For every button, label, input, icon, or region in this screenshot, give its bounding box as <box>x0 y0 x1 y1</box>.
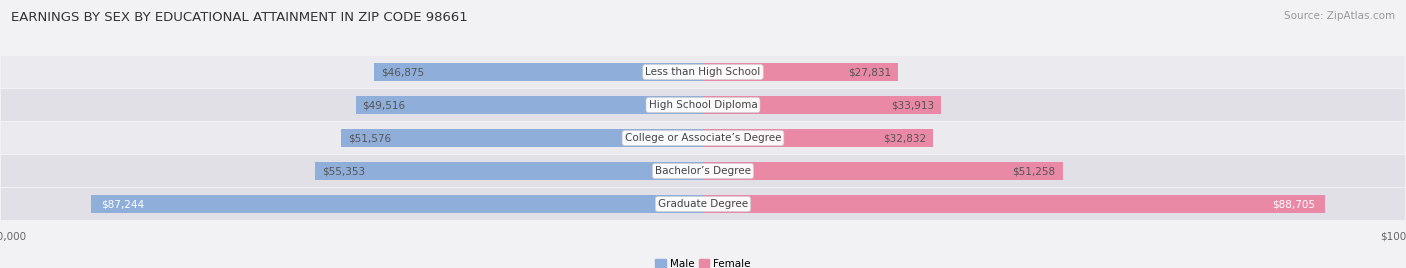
Bar <box>703 129 934 147</box>
Bar <box>1 122 1405 154</box>
Bar <box>703 162 1063 180</box>
Bar <box>1 155 1405 187</box>
Bar <box>703 63 898 81</box>
Text: $88,705: $88,705 <box>1272 199 1315 209</box>
Text: $87,244: $87,244 <box>101 199 145 209</box>
Text: Source: ZipAtlas.com: Source: ZipAtlas.com <box>1284 11 1395 21</box>
Text: College or Associate’s Degree: College or Associate’s Degree <box>624 133 782 143</box>
Bar <box>342 129 703 147</box>
Text: $51,258: $51,258 <box>1012 166 1056 176</box>
Text: $51,576: $51,576 <box>349 133 391 143</box>
Bar <box>356 96 703 114</box>
Text: EARNINGS BY SEX BY EDUCATIONAL ATTAINMENT IN ZIP CODE 98661: EARNINGS BY SEX BY EDUCATIONAL ATTAINMEN… <box>11 11 468 24</box>
Bar <box>703 195 1326 213</box>
Text: $33,913: $33,913 <box>891 100 934 110</box>
Bar <box>1 56 1405 88</box>
Text: Bachelor’s Degree: Bachelor’s Degree <box>655 166 751 176</box>
Text: $49,516: $49,516 <box>363 100 406 110</box>
Text: Graduate Degree: Graduate Degree <box>658 199 748 209</box>
Bar <box>91 195 703 213</box>
Text: $32,832: $32,832 <box>883 133 927 143</box>
Bar <box>703 96 941 114</box>
Bar <box>1 188 1405 220</box>
Bar <box>1 89 1405 121</box>
Text: Less than High School: Less than High School <box>645 67 761 77</box>
Bar <box>374 63 703 81</box>
Text: $55,353: $55,353 <box>322 166 364 176</box>
Text: $46,875: $46,875 <box>381 67 425 77</box>
Bar <box>315 162 703 180</box>
Text: High School Diploma: High School Diploma <box>648 100 758 110</box>
Legend: Male, Female: Male, Female <box>651 255 755 268</box>
Text: $27,831: $27,831 <box>848 67 891 77</box>
